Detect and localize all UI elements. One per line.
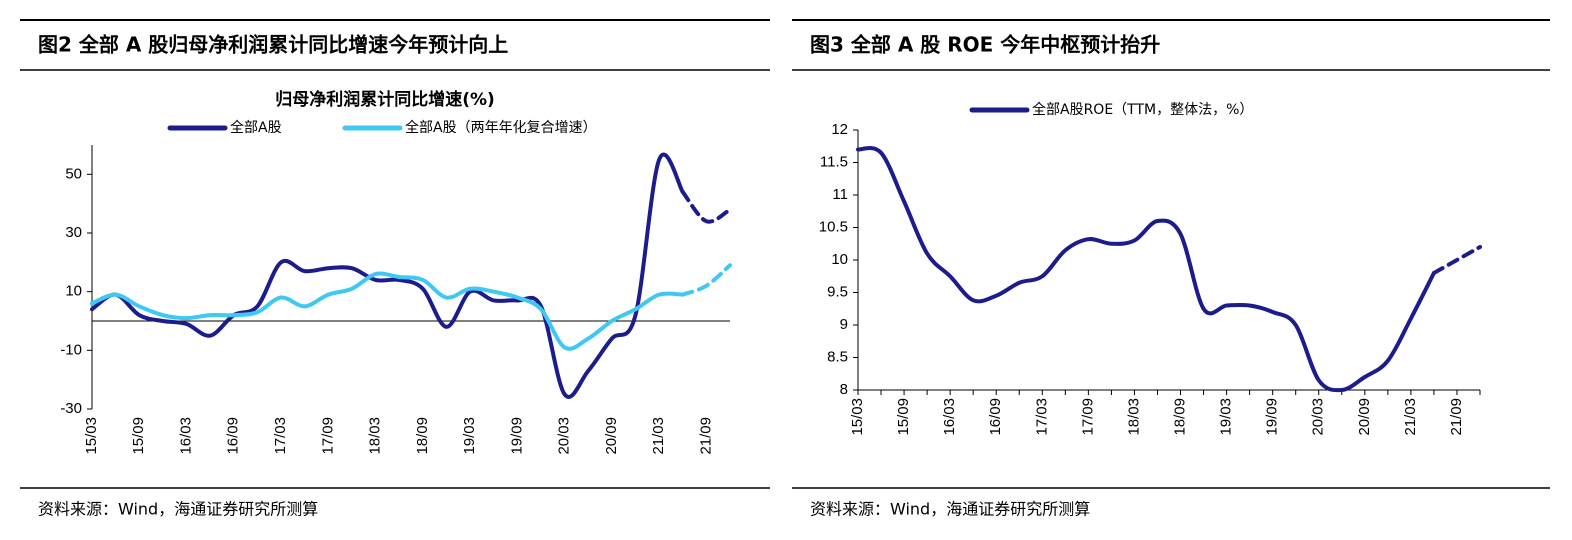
y-tick-label: 10 <box>65 283 82 300</box>
x-tick-label: 20/09 <box>603 417 620 455</box>
source: 资料来源：Wind，海通证券研究所测算 <box>38 500 318 519</box>
y-tick-label: -10 <box>60 341 82 358</box>
x-tick-label: 21/03 <box>650 417 667 455</box>
legend-label: 全部A股ROE（TTM，整体法，%） <box>1032 101 1253 118</box>
x-tick-label: 18/09 <box>1171 398 1188 436</box>
y-tick-label: 30 <box>65 224 82 241</box>
x-tick-label: 20/03 <box>1310 398 1327 436</box>
x-tick-label: 15/09 <box>130 417 147 455</box>
line-series <box>856 146 1436 393</box>
y-tick-label: 12 <box>831 121 848 138</box>
legend-label: 全部A股（两年年化复合增速） <box>405 119 597 136</box>
x-tick-label: 20/03 <box>556 417 573 455</box>
x-tick-label: 17/03 <box>1033 398 1050 436</box>
x-tick-label: 15/09 <box>895 398 912 436</box>
x-tick-label: 19/09 <box>1264 398 1281 436</box>
x-tick-label: 21/09 <box>1448 398 1465 436</box>
y-tick-label: 9 <box>840 316 848 333</box>
x-tick-label: 16/03 <box>177 417 194 455</box>
y-tick-label: -30 <box>60 400 82 417</box>
line-series <box>90 152 685 399</box>
y-tick-label: 8.5 <box>827 348 848 365</box>
y-tick-label: 11 <box>832 186 848 203</box>
legend-label: 全部A股 <box>230 119 282 136</box>
x-tick-label: 16/09 <box>225 417 242 455</box>
panel-title: 图2 全部 A 股归母净利润累计同比增速今年预计向上 <box>38 33 508 57</box>
x-tick-label: 18/09 <box>414 417 431 455</box>
panel-title: 图3 全部 A 股 ROE 今年中枢预计抬升 <box>810 33 1160 57</box>
y-tick-label: 50 <box>65 165 82 182</box>
x-tick-label: 15/03 <box>849 398 866 436</box>
x-tick-label: 16/09 <box>987 398 1004 436</box>
y-tick-label: 8 <box>840 381 848 398</box>
x-tick-label: 19/03 <box>1218 398 1235 436</box>
source: 资料来源：Wind，海通证券研究所测算 <box>810 500 1090 519</box>
line-forecast <box>680 189 732 224</box>
x-tick-label: 18/03 <box>1125 398 1142 436</box>
line-forecast <box>1431 245 1482 275</box>
x-tick-label: 19/09 <box>508 417 525 455</box>
x-tick-label: 19/03 <box>461 417 478 455</box>
y-tick-label: 10.5 <box>819 218 848 235</box>
x-tick-label: 17/09 <box>319 417 336 455</box>
y-tick-label: 11.5 <box>820 153 848 170</box>
x-tick-label: 20/09 <box>1356 398 1373 436</box>
chart-title: 归母净利润累计同比增速(%) <box>275 89 495 110</box>
line-series <box>90 271 685 351</box>
x-tick-label: 18/03 <box>367 417 384 455</box>
y-tick-label: 10 <box>831 251 848 268</box>
x-tick-label: 21/03 <box>1402 398 1419 436</box>
x-tick-label: 17/09 <box>1079 398 1096 436</box>
x-tick-label: 17/03 <box>272 417 289 455</box>
x-tick-label: 16/03 <box>941 398 958 436</box>
y-tick-label: 9.5 <box>827 283 848 300</box>
x-tick-label: 21/09 <box>697 417 714 455</box>
line-forecast <box>680 263 732 297</box>
x-tick-label: 15/03 <box>83 417 100 455</box>
